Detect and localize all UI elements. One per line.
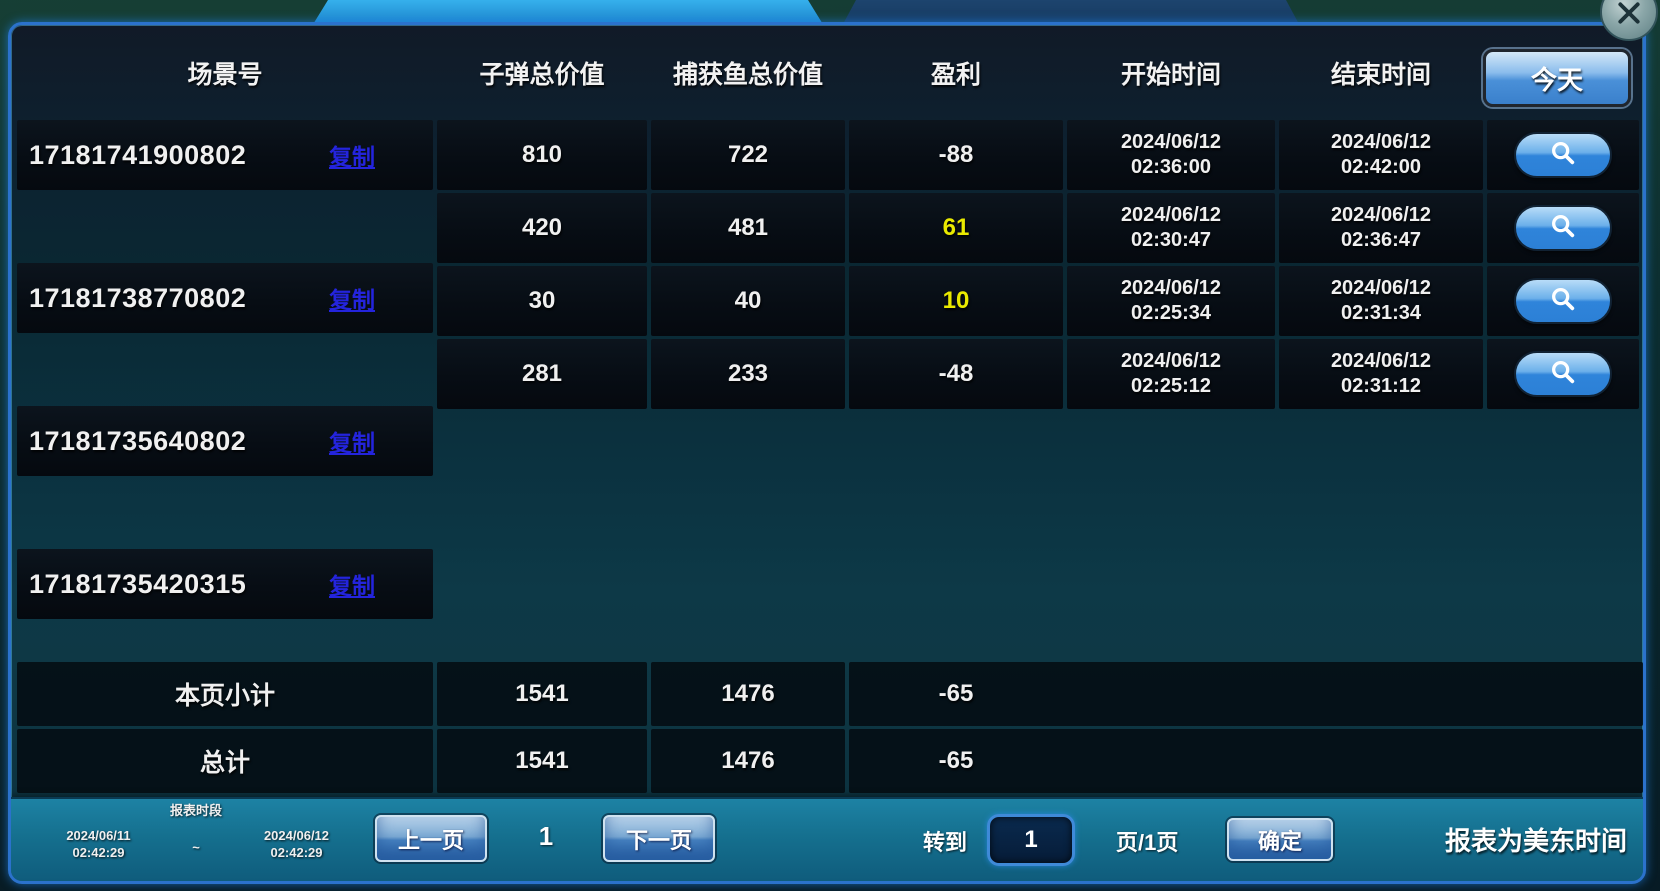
search-icon — [1549, 285, 1577, 318]
column-header-start-time: 开始时间 — [1120, 61, 1221, 89]
end-time-value: 2024/06/12 02:31:34 — [1279, 266, 1483, 336]
table-row: 17181738770802 复制 420 481 61 2024/06/12 0… — [11, 95, 1643, 333]
copy-link[interactable]: 复制 — [329, 573, 375, 599]
goto-page-input[interactable] — [987, 814, 1075, 866]
bullet-total-value: 420 — [437, 193, 647, 263]
column-header-end-time: 结束时间 — [1330, 61, 1431, 89]
fish-total-value: 481 — [651, 193, 845, 263]
report-period-separator: ~ — [192, 840, 200, 855]
report-period-end: 2024/06/12 02:42:29 — [263, 828, 330, 860]
next-page-button[interactable]: 下一页 — [603, 815, 715, 862]
total-fish-total: 1476 — [651, 729, 845, 793]
report-dialog: 场景号 子弹总价值 捕获鱼总价值 盈利 开始时间 结束时间 今天 1718174… — [8, 22, 1646, 884]
current-page-number: 1 — [538, 821, 554, 851]
column-header-profit: 盈利 — [930, 61, 981, 89]
bullet-total-value: 810 — [437, 120, 647, 190]
today-button[interactable]: 今天 — [1483, 49, 1631, 107]
search-icon — [1549, 358, 1577, 391]
subtotal-profit: -65 — [938, 680, 974, 707]
scene-id: 17181735420315 — [29, 568, 247, 599]
profit-value: -48 — [849, 339, 1063, 409]
copy-link[interactable]: 复制 — [329, 430, 375, 456]
search-button[interactable] — [1514, 278, 1612, 324]
page-total-label: 页/1页 — [1116, 830, 1179, 855]
close-icon — [1616, 0, 1642, 39]
total-bullet-total: 1541 — [437, 729, 647, 793]
fish-total-value: 40 — [651, 266, 845, 336]
scene-id: 17181738770802 — [29, 282, 247, 313]
report-period-start: 2024/06/11 02:42:29 — [66, 828, 131, 860]
subtotal-bullet-total: 1541 — [437, 662, 647, 726]
profit-value: -88 — [849, 120, 1063, 190]
timezone-note: 报表为美东时间 — [1444, 826, 1627, 856]
subtotal-label: 本页小计 — [17, 662, 433, 726]
bullet-total-value: 30 — [437, 266, 647, 336]
fish-total-value: 233 — [651, 339, 845, 409]
copy-link[interactable]: 复制 — [329, 144, 375, 170]
pagination-footer: 报表时段 2024/06/11 02:42:29 ~ 2024/06/12 02:4… — [11, 797, 1643, 881]
copy-link[interactable]: 复制 — [329, 287, 375, 313]
search-button[interactable] — [1514, 205, 1612, 251]
total-label: 总计 — [17, 729, 433, 793]
profit-value: 61 — [849, 193, 1063, 263]
start-time-value: 2024/06/12 02:36:00 — [1067, 120, 1275, 190]
total-profit: -65 — [938, 747, 974, 774]
fish-total-value: 722 — [651, 120, 845, 190]
scene-id: 17181741900802 — [29, 139, 247, 170]
search-button[interactable] — [1514, 132, 1612, 178]
table-row: 17181735640802 复制 30 40 10 2024/06/12 02:… — [11, 165, 1643, 476]
prev-page-button[interactable]: 上一页 — [375, 815, 487, 862]
table-row: 17181741900802 复制 810 722 -88 2024/06/12… — [11, 25, 1643, 190]
search-icon — [1549, 212, 1577, 245]
end-time-value: 2024/06/12 02:42:00 — [1279, 120, 1483, 190]
search-icon — [1549, 139, 1577, 172]
table-row: 17181735420315 复制 281 233 -48 2024/06/12… — [11, 235, 1643, 619]
bullet-total-value: 281 — [437, 339, 647, 409]
start-time-value: 2024/06/12 02:30:47 — [1067, 193, 1275, 263]
goto-page-label: 转到 — [923, 830, 968, 855]
end-time-value: 2024/06/12 02:31:12 — [1279, 339, 1483, 409]
report-period-label: 报表时段 — [169, 803, 222, 818]
column-header-fish-total: 捕获鱼总价值 — [672, 61, 823, 89]
search-button[interactable] — [1514, 351, 1612, 397]
subtotal-fish-total: 1476 — [651, 662, 845, 726]
scene-id: 17181735640802 — [29, 425, 247, 456]
profit-value: 10 — [849, 266, 1063, 336]
end-time-value: 2024/06/12 02:36:47 — [1279, 193, 1483, 263]
column-header-scene: 场景号 — [187, 61, 263, 89]
start-time-value: 2024/06/12 02:25:12 — [1067, 339, 1275, 409]
start-time-value: 2024/06/12 02:25:34 — [1067, 266, 1275, 336]
column-header-bullet-total: 子弹总价值 — [479, 61, 605, 89]
confirm-button[interactable]: 确定 — [1227, 818, 1333, 861]
